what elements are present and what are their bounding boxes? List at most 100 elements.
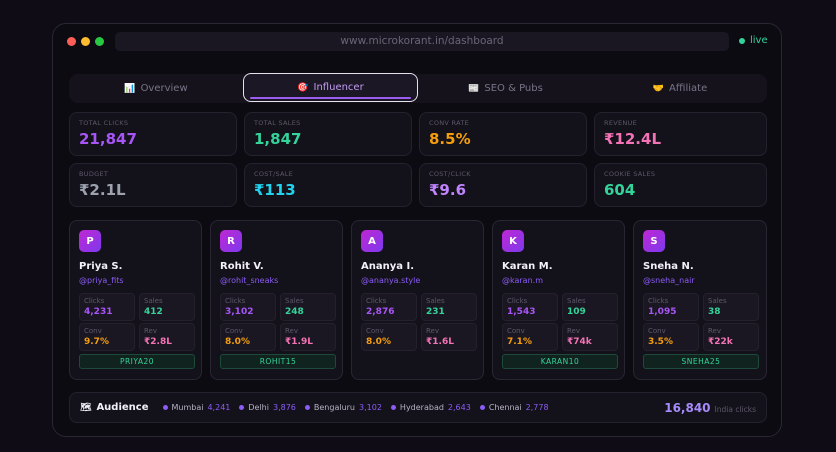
metric-value: 1,095 xyxy=(648,307,677,317)
metric-label: Clicks xyxy=(366,297,387,305)
dashboard-window: www.microkorant.in/dashboard live 📊 Over… xyxy=(52,23,782,437)
metric-sales: Sales 248 xyxy=(280,293,336,321)
metric-value: 8.0% xyxy=(366,337,391,347)
metric-value: 1,543 xyxy=(507,307,536,317)
title-bar: www.microkorant.in/dashboard live xyxy=(53,24,781,60)
influencer-name: Rohit V. xyxy=(220,261,264,272)
metric-label: Rev xyxy=(567,327,580,335)
metric-value: ₹1.9L xyxy=(285,337,313,347)
tab-seo-pubs[interactable]: 📰 SEO & Pubs xyxy=(418,74,593,103)
influencer-card-sneha[interactable]: S Sneha N. @sneha_nair Clicks 1,095 Sale… xyxy=(633,220,767,380)
stat-total-clicks: TOTAL CLICKS 21,847 xyxy=(69,112,237,156)
tab-influencer[interactable]: 🎯 Influencer xyxy=(243,73,418,102)
metric-label: Clicks xyxy=(225,297,246,305)
influencer-handle[interactable]: @karan.m xyxy=(502,276,543,285)
stat-label: COST/CLICK xyxy=(429,170,471,178)
stat-label: TOTAL SALES xyxy=(254,119,301,127)
stat-label: TOTAL CLICKS xyxy=(79,119,129,127)
tab-overview[interactable]: 📊 Overview xyxy=(69,74,243,103)
target-icon: 🎯 xyxy=(297,82,309,93)
metric-conv: Conv 8.0% xyxy=(220,323,276,351)
stat-budget: BUDGET ₹2.1L xyxy=(69,163,237,207)
city-name: Bengaluru xyxy=(313,403,356,412)
metric-label: Rev xyxy=(426,327,439,335)
metric-label: Conv xyxy=(225,327,243,335)
minimize-window-button[interactable] xyxy=(81,37,90,46)
metric-label: Conv xyxy=(507,327,525,335)
influencer-name: Priya S. xyxy=(79,261,123,272)
stat-total-sales: TOTAL SALES 1,847 xyxy=(244,112,412,156)
metric-label: Sales xyxy=(426,297,445,305)
live-status: live xyxy=(739,35,768,46)
stat-cost-per-sale: COST/SALE ₹113 xyxy=(244,163,412,207)
influencer-name: Sneha N. xyxy=(643,261,694,272)
stat-revenue: REVENUE ₹12.4L xyxy=(594,112,767,156)
live-dot-icon xyxy=(739,37,745,44)
stat-cookie-sales: COOKIE SALES 604 xyxy=(594,163,767,207)
stat-value: 21,847 xyxy=(79,130,137,148)
audience-total: 16,840 India clicks xyxy=(664,401,756,415)
metric-value: ₹22k xyxy=(708,337,733,347)
metric-label: Clicks xyxy=(84,297,105,305)
metric-sales: Sales 231 xyxy=(421,293,477,321)
coupon-code[interactable]: KARAN10 xyxy=(502,354,618,369)
metric-conv: Conv 9.7% xyxy=(79,323,135,351)
metric-value: 2,876 xyxy=(366,307,395,317)
avatar: R xyxy=(220,230,242,252)
metric-sales: Sales 109 xyxy=(562,293,618,321)
metric-conv: Conv 3.5% xyxy=(643,323,699,351)
avatar: K xyxy=(502,230,524,252)
influencer-card-ananya[interactable]: A Ananya I. @ananya.style Clicks 2,876 S… xyxy=(351,220,484,380)
influencer-handle[interactable]: @sneha_nair xyxy=(643,276,695,285)
metric-conv: Conv 8.0% xyxy=(361,323,417,351)
audience-title-label: Audience xyxy=(96,402,149,413)
metric-value: ₹2.8L xyxy=(144,337,172,347)
tab-affiliate[interactable]: 🤝 Affiliate xyxy=(593,74,767,103)
influencer-handle[interactable]: @priya_fits xyxy=(79,276,124,285)
influencer-card-rohit[interactable]: R Rohit V. @rohit_sneaks Clicks 3,102 Sa… xyxy=(210,220,343,380)
metric-rev: Rev ₹2.8L xyxy=(139,323,195,351)
influencer-card-karan[interactable]: K Karan M. @karan.m Clicks 1,543 Sales 1… xyxy=(492,220,625,380)
stat-value: ₹2.1L xyxy=(79,181,126,199)
metric-label: Conv xyxy=(648,327,666,335)
tab-label: Influencer xyxy=(313,82,364,93)
coupon-code[interactable]: ROHIT15 xyxy=(220,354,336,369)
stat-value: 604 xyxy=(604,181,636,199)
tab-label: SEO & Pubs xyxy=(484,83,543,94)
coupon-code[interactable]: PRIYA20 xyxy=(79,354,195,369)
avatar: A xyxy=(361,230,383,252)
newspaper-icon: 📰 xyxy=(468,83,480,94)
city-dot-icon xyxy=(479,405,485,410)
metric-value: 231 xyxy=(426,307,445,317)
city-name: Mumbai xyxy=(171,403,204,412)
metric-label: Clicks xyxy=(507,297,528,305)
metric-clicks: Clicks 1,095 xyxy=(643,293,699,321)
metric-sales: Sales 412 xyxy=(139,293,195,321)
influencer-handle[interactable]: @rohit_sneaks xyxy=(220,276,279,285)
metric-value: 7.1% xyxy=(507,337,532,347)
city-bengaluru: Bengaluru 3,102 xyxy=(304,403,382,412)
metric-value: 8.0% xyxy=(225,337,250,347)
metric-rev: Rev ₹1.9L xyxy=(280,323,336,351)
influencer-name: Ananya I. xyxy=(361,261,414,272)
metric-label: Sales xyxy=(144,297,163,305)
metric-clicks: Clicks 3,102 xyxy=(220,293,276,321)
stat-cost-per-click: COST/CLICK ₹9.6 xyxy=(419,163,587,207)
close-window-button[interactable] xyxy=(67,37,76,46)
city-count: 2,778 xyxy=(525,403,549,412)
city-count: 3,876 xyxy=(272,403,296,412)
influencer-handle[interactable]: @ananya.style xyxy=(361,276,421,285)
city-name: Hyderabad xyxy=(399,403,444,412)
audience-title: 🗺 Audience xyxy=(80,402,149,413)
maximize-window-button[interactable] xyxy=(95,37,104,46)
city-dot-icon xyxy=(390,405,396,410)
audience-bar: 🗺 Audience Mumbai 4,241 Delhi 3,876 Beng… xyxy=(69,392,767,423)
city-count: 3,102 xyxy=(359,403,382,412)
stat-label: BUDGET xyxy=(79,170,109,178)
city-dot-icon xyxy=(239,405,245,410)
influencer-card-priya[interactable]: P Priya S. @priya_fits Clicks 4,231 Sale… xyxy=(69,220,202,380)
url-bar[interactable]: www.microkorant.in/dashboard xyxy=(115,32,729,51)
coupon-code[interactable]: SNEHA25 xyxy=(643,354,759,369)
metric-value: ₹1.6L xyxy=(426,337,454,347)
metric-label: Sales xyxy=(285,297,304,305)
